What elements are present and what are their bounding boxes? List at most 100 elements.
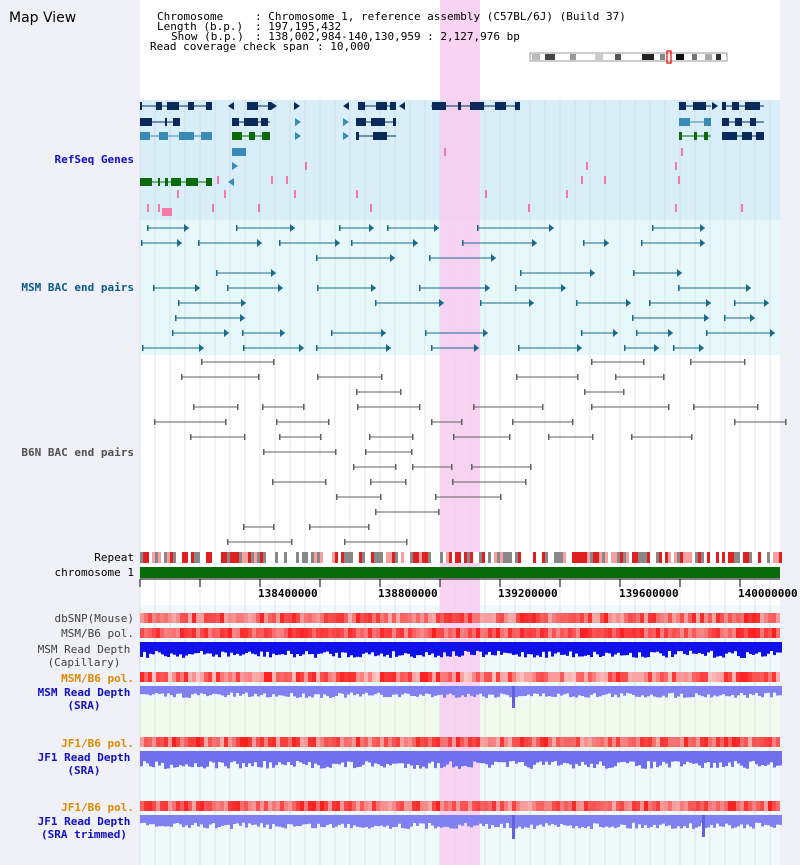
msm-depth-sra-label-1[interactable]: MSM Read Depth — [37, 686, 131, 699]
repeat-track[interactable] — [140, 552, 782, 563]
read-depth-bar — [278, 815, 281, 827]
jf1-pol-trimmed-label[interactable]: JF1/B6 pol. — [61, 801, 134, 814]
chromosome-label[interactable]: chromosome 1 — [54, 566, 134, 579]
repeat-block — [470, 552, 473, 563]
polymorphism-cell — [272, 737, 276, 747]
refseq-gene-fragment — [212, 204, 214, 212]
selected-region-highlight[interactable] — [440, 0, 480, 865]
msm-depth-capillary-label-2[interactable]: (Capillary) — [47, 656, 121, 669]
polymorphism-cell — [228, 613, 232, 623]
jf1-depth-sra-label-1[interactable]: JF1 Read Depth — [37, 751, 131, 764]
read-depth-bar — [698, 751, 701, 766]
polymorphism-cell — [456, 672, 460, 682]
read-depth-bar — [338, 686, 341, 694]
polymorphism-cell — [368, 801, 372, 811]
info-chromosome-key: Chromosome — [157, 10, 224, 23]
jf1-depth-trimmed-label-1[interactable]: JF1 Read Depth — [37, 815, 131, 828]
jf1-pol-label[interactable]: JF1/B6 pol. — [61, 737, 134, 750]
polymorphism-cell — [744, 672, 748, 682]
read-depth-bar — [539, 815, 542, 825]
jf1-depth-trimmed-label-2[interactable]: (SRA trimmed) — [40, 828, 128, 841]
jf1-depth-sra-label-2[interactable]: (SRA) — [67, 764, 101, 777]
read-depth-bar — [551, 642, 554, 657]
polymorphism-cell — [156, 801, 160, 811]
chromosome-bar[interactable] — [140, 567, 780, 578]
polymorphism-cell — [516, 672, 520, 682]
read-depth-bar — [437, 751, 440, 764]
ideogram-body — [529, 52, 728, 62]
b6n-bac-end — [419, 404, 421, 410]
msm-pol-label[interactable]: MSM/B6 pol. — [61, 627, 134, 640]
read-depth-bar — [650, 686, 653, 695]
read-depth-bar — [752, 815, 755, 829]
heatmap-tracks[interactable] — [140, 613, 782, 839]
polymorphism-cell — [764, 737, 768, 747]
read-depth-bar — [371, 686, 374, 696]
repeat-block — [617, 552, 620, 563]
polymorphism-cell — [272, 628, 276, 638]
read-depth-bar — [593, 642, 596, 652]
repeat-block — [317, 552, 320, 563]
msm-depth-capillary-label-1[interactable]: MSM Read Depth — [37, 643, 131, 656]
b6n-bac-label[interactable]: B6N BAC end pairs — [21, 446, 134, 459]
repeat-block — [299, 552, 302, 563]
polymorphism-cell — [628, 672, 632, 682]
polymorphism-cell — [556, 613, 560, 623]
read-depth-bar — [605, 686, 608, 695]
read-depth-bar — [533, 642, 536, 658]
refseq-gene-exon — [722, 132, 737, 140]
repeat-block — [323, 552, 326, 563]
read-depth-bar — [719, 642, 722, 656]
read-depth-bar — [671, 686, 674, 694]
polymorphism-cell — [396, 801, 400, 811]
read-depth-bar — [407, 751, 410, 764]
read-depth-bar — [749, 642, 752, 655]
msm-pol-sra-label[interactable]: MSM/B6 pol. — [61, 672, 134, 685]
polymorphism-cell — [272, 801, 276, 811]
msm-depth-sra-label-2[interactable]: (SRA) — [67, 699, 101, 712]
read-depth-bar — [761, 686, 764, 698]
polymorphism-cell — [280, 801, 284, 811]
polymorphism-cell — [176, 737, 180, 747]
read-depth-bar — [440, 642, 443, 658]
read-depth-bar — [425, 686, 428, 694]
msm-bac-label[interactable]: MSM BAC end pairs — [21, 281, 134, 294]
read-depth-bar — [233, 815, 236, 824]
read-depth-bar — [263, 686, 266, 694]
msm-bac-track[interactable] — [141, 224, 775, 352]
read-depth-bar — [527, 815, 530, 828]
read-depth-bar — [590, 642, 593, 658]
read-depth-bar — [290, 751, 293, 765]
polymorphism-cell — [300, 737, 304, 747]
read-depth-bar — [392, 686, 395, 695]
polymorphism-cell — [284, 672, 288, 682]
polymorphism-cell — [708, 628, 712, 638]
read-depth-bar — [197, 686, 200, 696]
refseq-gene-fragment — [356, 190, 358, 198]
msm-bac-end — [153, 285, 155, 291]
polymorphism-cell — [492, 628, 496, 638]
chromosome-ideogram[interactable] — [529, 50, 728, 64]
polymorphism-cell — [628, 737, 632, 747]
read-depth-bar — [779, 751, 782, 766]
read-depth-bar — [704, 686, 707, 698]
read-depth-bar — [644, 751, 647, 769]
refseq-genes-track[interactable] — [140, 102, 764, 216]
read-depth-bar — [524, 642, 527, 658]
polymorphism-cell — [352, 628, 356, 638]
polymorphism-cell — [584, 628, 588, 638]
read-depth-bar — [578, 642, 581, 657]
polymorphism-cell — [516, 628, 520, 638]
polymorphism-cell — [236, 801, 240, 811]
repeat-label[interactable]: Repeat — [94, 551, 134, 564]
polymorphism-cell — [268, 613, 272, 623]
read-depth-bar — [593, 751, 596, 769]
polymorphism-cell — [444, 737, 448, 747]
read-depth-bar — [320, 686, 323, 698]
refseq-genes-label[interactable]: RefSeq Genes — [54, 153, 134, 166]
polymorphism-cell — [208, 737, 212, 747]
dbsnp-label[interactable]: dbSNP(Mouse) — [54, 612, 134, 625]
read-depth-bar — [533, 751, 536, 765]
b6n-bac-track[interactable] — [154, 359, 787, 545]
